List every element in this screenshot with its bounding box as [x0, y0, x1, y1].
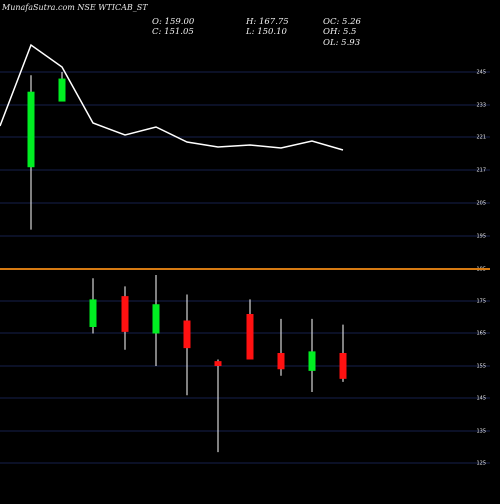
stat-open: O: 159.00: [152, 17, 195, 27]
y-tick-label: 221: [476, 135, 486, 141]
candle-body: [152, 304, 160, 334]
stat-high: H: 167.75: [246, 17, 289, 27]
candle-body: [89, 299, 97, 327]
stat-close: C: 151.05: [152, 27, 194, 37]
y-tick-label: 155: [476, 364, 486, 370]
y-tick-label: 175: [476, 299, 486, 305]
y-tick-label: 165: [476, 331, 486, 337]
y-tick-label: 145: [476, 396, 486, 402]
y-tick-label: 245: [476, 70, 486, 76]
candle-body: [246, 314, 254, 360]
candle-body: [183, 320, 191, 349]
candle-body: [308, 351, 316, 371]
y-tick-label: 195: [476, 234, 486, 240]
chart-title: MunafaSutra.com NSE WTICAB_ST: [2, 3, 148, 12]
candle-body: [121, 296, 129, 332]
candle-body: [58, 78, 66, 102]
candle-body: [339, 353, 347, 379]
candle-body: [27, 91, 35, 168]
y-tick-label: 125: [476, 461, 486, 467]
y-tick-label: 233: [476, 103, 486, 109]
y-tick-label: 205: [476, 201, 486, 207]
stat-ol: OL: 5.93: [323, 38, 361, 48]
series-line: [0, 43, 344, 151]
stat-low: L: 150.10: [246, 27, 287, 37]
y-tick-label: 135: [476, 429, 486, 435]
candle-body: [277, 353, 285, 370]
stat-oc: OC: 5.26: [323, 17, 361, 27]
stat-oh: OH: 5.5: [323, 27, 357, 37]
y-tick-label: 217: [476, 168, 486, 174]
candle-body: [214, 361, 222, 366]
